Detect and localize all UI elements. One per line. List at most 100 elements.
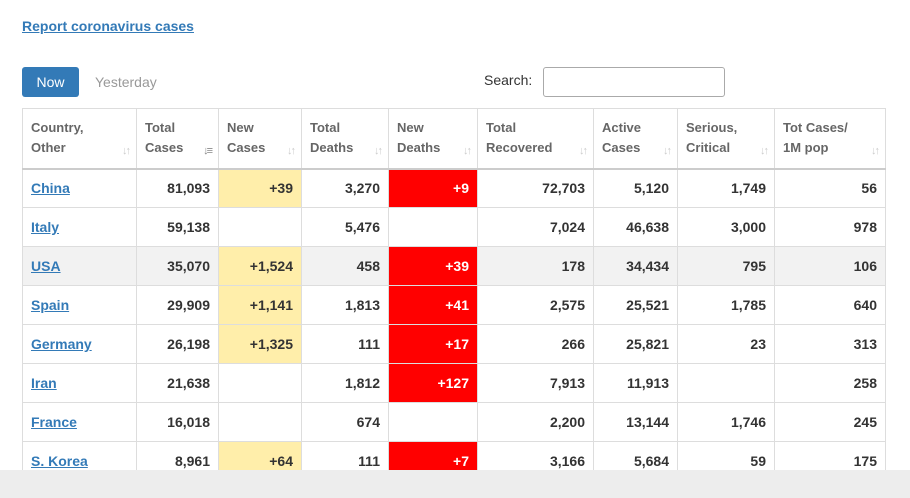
- country-cell: China: [22, 168, 137, 208]
- col-header-label: Total Recovered: [486, 120, 553, 156]
- total-recovered-cell: 7,024: [477, 207, 594, 247]
- col-header-total-recovered[interactable]: Total Recovered ↓↑: [477, 108, 594, 170]
- new-cases-cell: +39: [218, 168, 302, 208]
- total-deaths-cell: 1,813: [301, 285, 389, 325]
- country-link[interactable]: USA: [31, 258, 61, 274]
- col-header-label: Serious, Critical: [686, 120, 738, 156]
- date-tabs: Now Yesterday: [22, 67, 171, 97]
- country-cell: Iran: [22, 363, 137, 403]
- col-header-total-deaths[interactable]: Total Deaths ↓↑: [301, 108, 389, 170]
- active-cases-cell: 13,144: [593, 402, 678, 442]
- total-deaths-cell: 3,270: [301, 168, 389, 208]
- col-header-label: Active Cases: [602, 120, 642, 156]
- total-cases-cell: 59,138: [136, 207, 219, 247]
- country-cell: USA: [22, 246, 137, 286]
- new-cases-cell: [218, 402, 302, 442]
- table-row: Germany 26,198 +1,325 111 +17 266 25,821 23 313: [22, 324, 886, 364]
- country-link[interactable]: Germany: [31, 336, 92, 352]
- total-deaths-cell: 5,476: [301, 207, 389, 247]
- header-row: Country, Other ↓↑ Total Cases ↓≡ New Cases…: [22, 108, 886, 170]
- col-header-per-million[interactable]: Tot Cases/ 1M pop ↓↑: [774, 108, 886, 170]
- country-link[interactable]: Iran: [31, 375, 57, 391]
- serious-cell: 3,000: [677, 207, 775, 247]
- new-cases-cell: [218, 363, 302, 403]
- col-header-label: Country, Other: [31, 120, 84, 156]
- serious-cell: 23: [677, 324, 775, 364]
- serious-cell: 1,749: [677, 168, 775, 208]
- serious-cell: [677, 363, 775, 403]
- serious-cell: 1,746: [677, 402, 775, 442]
- table-row: USA 35,070 +1,524 458 +39 178 34,434 795 106: [22, 246, 886, 286]
- active-cases-cell: 11,913: [593, 363, 678, 403]
- country-link[interactable]: Italy: [31, 219, 60, 235]
- new-deaths-cell: +17: [388, 324, 478, 364]
- serious-cell: 795: [677, 246, 775, 286]
- country-cell: France: [22, 402, 137, 442]
- total-recovered-cell: 2,200: [477, 402, 594, 442]
- total-deaths-cell: 458: [301, 246, 389, 286]
- col-header-new-cases[interactable]: New Cases ↓↑: [218, 108, 302, 170]
- tab-now[interactable]: Now: [22, 67, 79, 97]
- col-header-country[interactable]: Country, Other ↓↑: [22, 108, 137, 170]
- total-recovered-cell: 178: [477, 246, 594, 286]
- country-link[interactable]: China: [31, 180, 70, 197]
- serious-cell: 1,785: [677, 285, 775, 325]
- total-recovered-cell: 266: [477, 324, 594, 364]
- col-header-active-cases[interactable]: Active Cases ↓↑: [593, 108, 678, 170]
- per-million-cell: 245: [774, 402, 886, 442]
- table-row: Italy 59,138 5,476 7,024 46,638 3,000 978: [22, 207, 886, 247]
- new-deaths-cell: +39: [388, 246, 478, 286]
- per-million-cell: 106: [774, 246, 886, 286]
- tab-yesterday[interactable]: Yesterday: [95, 74, 157, 90]
- table-row: France 16,018 674 2,200 13,144 1,746 245: [22, 402, 886, 442]
- country-cell: Germany: [22, 324, 137, 364]
- col-header-label: New Deaths: [397, 120, 441, 156]
- report-cases-link[interactable]: Report coronavirus cases: [22, 18, 194, 34]
- new-cases-cell: +1,141: [218, 285, 302, 325]
- sort-icon: ↓↑: [287, 144, 296, 157]
- total-deaths-cell: 674: [301, 402, 389, 442]
- per-million-cell: 258: [774, 363, 886, 403]
- per-million-cell: 640: [774, 285, 886, 325]
- sort-desc-icon: ↓≡: [203, 144, 213, 157]
- sort-icon: ↓↑: [374, 144, 383, 157]
- col-header-label: New Cases: [227, 120, 266, 156]
- col-header-label: Total Cases: [145, 120, 184, 156]
- new-deaths-cell: +9: [388, 168, 478, 208]
- total-recovered-cell: 2,575: [477, 285, 594, 325]
- search-input[interactable]: [543, 67, 725, 97]
- new-cases-cell: [218, 207, 302, 247]
- new-deaths-cell: +41: [388, 285, 478, 325]
- col-header-new-deaths[interactable]: New Deaths ↓↑: [388, 108, 478, 170]
- new-deaths-cell: +127: [388, 363, 478, 403]
- per-million-cell: 978: [774, 207, 886, 247]
- country-link[interactable]: France: [31, 414, 77, 430]
- per-million-cell: 56: [774, 168, 886, 208]
- cases-table: Country, Other ↓↑ Total Cases ↓≡ New Cases…: [22, 108, 886, 481]
- total-recovered-cell: 72,703: [477, 168, 594, 208]
- new-cases-cell: +1,325: [218, 324, 302, 364]
- col-header-serious[interactable]: Serious, Critical ↓↑: [677, 108, 775, 170]
- col-header-total-cases[interactable]: Total Cases ↓≡: [136, 108, 219, 170]
- new-deaths-cell: [388, 402, 478, 442]
- sort-icon: ↓↑: [579, 144, 588, 157]
- total-cases-cell: 26,198: [136, 324, 219, 364]
- table-row: Iran 21,638 1,812 +127 7,913 11,913 258: [22, 363, 886, 403]
- country-link[interactable]: Spain: [31, 297, 70, 313]
- total-cases-cell: 21,638: [136, 363, 219, 403]
- active-cases-cell: 25,821: [593, 324, 678, 364]
- sort-icon: ↓↑: [871, 144, 880, 157]
- total-cases-cell: 35,070: [136, 246, 219, 286]
- sort-icon: ↓↑: [663, 144, 672, 157]
- new-deaths-cell: [388, 207, 478, 247]
- active-cases-cell: 5,120: [593, 168, 678, 208]
- sort-icon: ↓↑: [463, 144, 472, 157]
- table-row: Spain 29,909 +1,141 1,813 +41 2,575 25,521 1,78…: [22, 285, 886, 325]
- total-deaths-cell: 1,812: [301, 363, 389, 403]
- sort-icon: ↓↑: [122, 144, 131, 157]
- col-header-label: Tot Cases/ 1M pop: [783, 120, 848, 156]
- total-cases-cell: 29,909: [136, 285, 219, 325]
- country-link[interactable]: S. Korea: [31, 453, 88, 469]
- country-cell: Spain: [22, 285, 137, 325]
- col-header-label: Total Deaths: [310, 120, 354, 156]
